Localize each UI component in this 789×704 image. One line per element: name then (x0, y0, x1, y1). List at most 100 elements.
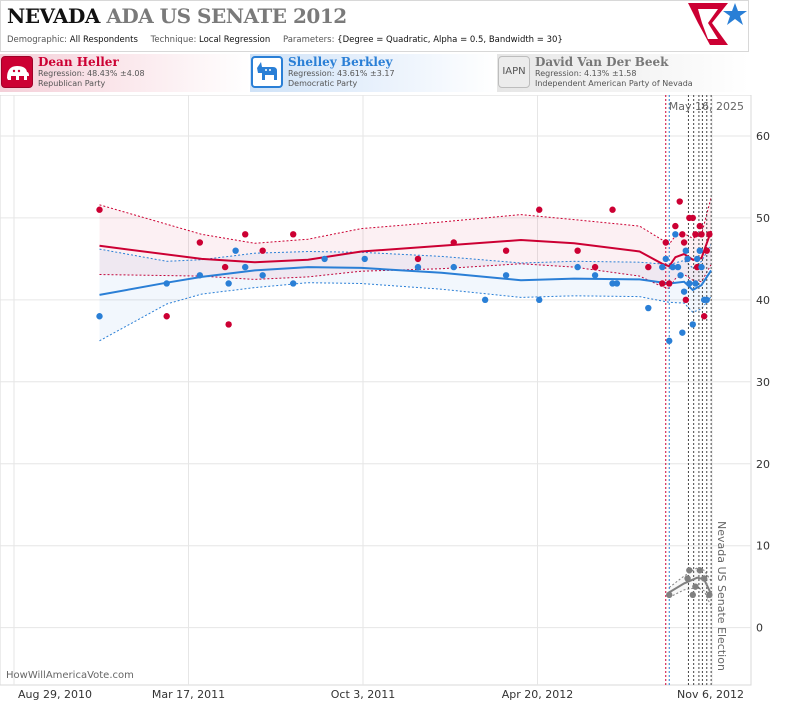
poll-point (703, 247, 710, 254)
poll-point (609, 206, 616, 213)
poll-point (696, 222, 703, 230)
chart-header: NEVADA ADA US SENATE 2012 Demographic: A… (0, 0, 749, 52)
poll-point (696, 247, 703, 254)
poll-point (502, 247, 510, 254)
poll-point (698, 263, 705, 271)
regression-line (99, 266, 712, 296)
candidate-regression: Regression: 4.13% ±1.58 (535, 69, 637, 78)
poll-point (696, 567, 703, 574)
grid (0, 95, 751, 685)
poll-point (677, 272, 684, 279)
y-tick-label: 20 (756, 458, 770, 471)
poll-point (536, 296, 543, 304)
elephant-icon (1, 56, 33, 88)
demographic-label: Demographic: (7, 35, 68, 45)
confidence-upper-line (668, 567, 712, 588)
poll-point (591, 263, 599, 271)
y-tick-label: 40 (756, 294, 770, 307)
poll-point (662, 239, 669, 246)
poll-point (676, 198, 683, 205)
poll-point (163, 280, 170, 287)
site-logo-icon (688, 3, 747, 45)
poll-point (481, 296, 489, 304)
poll-point (450, 239, 457, 246)
poll-point (679, 329, 686, 336)
candidate-regression: Regression: 48.43% ±4.08 (38, 69, 145, 78)
confidence-upper-line (99, 243, 712, 269)
candidate-regression: Regression: 43.61% ±3.17 (288, 69, 395, 78)
x-tick-label: Mar 17, 2011 (152, 688, 225, 701)
confidence-lower-line (99, 282, 712, 342)
poll-point (259, 272, 266, 279)
poll-point (689, 591, 697, 599)
poll-point (666, 591, 673, 599)
x-tick-label: Nov 6, 2012 (677, 688, 744, 701)
confidence-band (99, 197, 712, 289)
poll-point (321, 255, 328, 263)
technique-label: Technique: (150, 35, 197, 45)
candidate-party: Republican Party (38, 79, 106, 88)
x-tick-label: Aug 29, 2010 (18, 688, 92, 701)
iapn-party-icon: IAPN (498, 56, 530, 88)
confidence-bands (99, 197, 712, 607)
poll-point (414, 263, 422, 271)
candidate-name: Dean Heller (38, 55, 119, 69)
poll-point (196, 239, 204, 246)
confidence-band (99, 244, 712, 341)
poll-point (672, 231, 679, 238)
confidence-band (669, 567, 712, 607)
poll-point (684, 575, 691, 582)
poll-point (682, 247, 690, 254)
poll-point (221, 263, 229, 271)
poll-point (692, 231, 699, 238)
poll-point (450, 263, 457, 271)
poll-point (706, 591, 713, 599)
poll-point (689, 321, 697, 328)
poll-point (96, 313, 103, 320)
poll-point (290, 231, 297, 238)
poll-point (686, 567, 693, 574)
poll-point (680, 239, 688, 246)
parameters-value: {Degree = Quadratic, Alpha = 0.5, Bandwi… (337, 35, 563, 45)
date-stamp: May 16, 2025 (669, 100, 744, 113)
x-tick-label: Oct 3, 2011 (331, 688, 396, 701)
y-tick-label: 0 (756, 622, 763, 635)
poll-point (693, 255, 701, 263)
poll-point (225, 280, 232, 287)
poll-point (669, 263, 676, 271)
poll-point (242, 263, 249, 271)
poll-point (698, 231, 705, 238)
state-name: NEVADA (7, 4, 100, 28)
poll-point (659, 280, 666, 287)
axes: 0 10 20 30 40 50 60 Aug 29, 2010 Mar 17, 2011 Oct… (18, 130, 770, 701)
poll-point (679, 231, 686, 238)
poll-point (689, 214, 697, 222)
poll-point (414, 255, 422, 263)
chart-title: NEVADA ADA US SENATE 2012 (7, 4, 347, 28)
poll-point (96, 206, 103, 213)
poll-point (686, 280, 693, 287)
candidate-party: Independent American Party of Nevada (535, 79, 693, 88)
poll-point (225, 321, 232, 328)
y-tick-label: 10 (756, 540, 770, 553)
candidate-card-van-der-beek: IAPN David Van Der Beek Regression: 4.13… (497, 54, 749, 92)
chart-parameters: Demographic: All Respondents Technique: … (7, 35, 563, 45)
candidate-card-berkley: Shelley Berkley Regression: 43.61% ±3.17… (250, 54, 497, 92)
poll-point (259, 247, 266, 254)
poll-points (96, 198, 713, 599)
poll-point (361, 255, 368, 263)
poll-point (196, 272, 204, 279)
poll-point (536, 206, 543, 213)
confidence-lower-line (99, 263, 712, 289)
poll-point (684, 255, 691, 263)
y-tick-label: 50 (756, 212, 770, 225)
watermark: HowWillAmericaVote.com (6, 670, 134, 681)
parameters-label: Parameters: (282, 35, 335, 45)
poll-point (682, 296, 690, 304)
poll-point (659, 263, 666, 271)
poll-point (674, 263, 682, 271)
poll-point (706, 231, 713, 238)
poll-point (232, 247, 239, 254)
poll-point (700, 575, 708, 582)
plot-background (0, 95, 752, 686)
